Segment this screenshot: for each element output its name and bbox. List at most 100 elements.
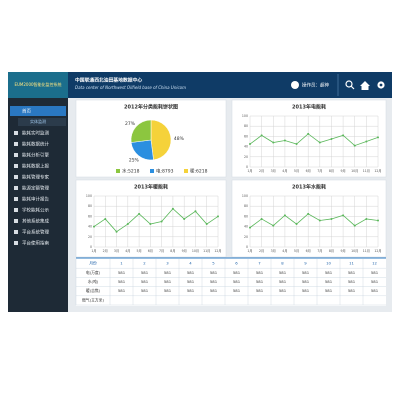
header-title: 中国联通西北油田基地数据中心 [75,77,142,84]
search-icon[interactable] [345,80,355,90]
point [260,134,263,137]
nav-item[interactable]: 能耗分析引擎 [22,152,49,159]
x-tick-label: 4月 [282,249,287,253]
nav-item[interactable]: 能源定额管理 [22,185,49,192]
chart-title: 2013年暖能耗 [134,184,168,191]
x-tick-label: 11月 [363,169,370,173]
y-tick-label: 0 [246,165,248,169]
point [272,141,275,144]
table-cell: 581 [371,270,379,275]
x-tick-label: 5月 [294,169,299,173]
nav-item[interactable]: 能耗数据统计 [22,141,49,148]
table-cell: 581 [302,288,310,293]
table-cell: 581 [279,288,287,293]
nav-item[interactable]: 能耗审计报告 [22,196,49,203]
table-header-cell: 12 [372,261,377,266]
user-icon[interactable] [291,81,299,89]
chart-panel [231,99,387,178]
x-tick-label: 8月 [329,169,334,173]
nav-bullet[interactable] [14,230,18,234]
nav-bullet[interactable] [14,175,18,179]
nav-active[interactable] [10,106,66,116]
nav-item[interactable]: 首页 [22,108,31,115]
line-series [249,133,379,147]
data-table: 月份 1 2 3 4 5 6 7 8 9 10 11 12电(万度) 581 581 581 581 581 581… [75,257,386,306]
table-cell: 581 [210,270,218,275]
table-header-cell: 7 [258,261,261,266]
nav-bullet[interactable] [14,208,18,212]
x-tick-label: 1月 [91,249,96,253]
home-icon[interactable] [360,81,370,90]
point [318,219,321,222]
x-tick-label: 5月 [294,249,299,253]
table-cell: 581 [233,288,241,293]
table-header-cell: 5 [212,261,215,266]
table-cell: 581 [279,270,287,275]
y-tick-label: 60 [244,134,248,138]
settings-icon[interactable] [377,81,385,89]
y-tick-label: 80 [244,204,248,208]
table-header-cell: 月份 [89,261,97,266]
point [272,224,275,227]
nav-sub-item[interactable]: 实体监测 [30,118,46,124]
nav-bullet[interactable] [14,142,18,146]
nav-bullet[interactable] [14,219,18,223]
nav-bullet[interactable] [14,197,18,201]
user-name: 操作员：超神 [302,82,329,89]
table-cell: 581 [371,288,379,293]
nav-item[interactable]: 能耗管理专家 [22,174,49,181]
table-cell: 581 [118,279,126,284]
nav-bullet[interactable] [14,241,18,245]
nav-bullet[interactable] [14,153,18,157]
point [126,223,129,226]
nav-item[interactable]: 平台系统管理 [22,229,49,236]
nav-item[interactable]: 学校能耗公示 [22,207,49,214]
x-tick-label: 8月 [170,249,175,253]
nav-bullet[interactable] [14,164,18,168]
x-tick-label: 10月 [192,249,199,253]
nav-bullet[interactable] [14,131,18,135]
legend-label: 水:5218 [122,168,140,175]
x-tick-label: 7月 [159,249,164,253]
nav-item[interactable]: 平台使用指南 [22,240,49,247]
point [283,139,286,142]
table-cell: 581 [141,279,149,284]
table-cell: 581 [164,270,172,275]
point [377,136,379,139]
pie-slice [150,119,172,161]
table-cell: 581 [187,270,195,275]
table-cell: 581 [371,279,379,284]
x-tick-label: 7月 [317,249,322,253]
x-tick-label: 4月 [282,169,287,173]
table-cell: 581 [279,279,287,284]
point [138,212,141,215]
x-tick-label: 4月 [125,249,130,253]
table-cell: 581 [164,279,172,284]
table-cell: 581 [348,270,356,275]
x-tick-label: 11月 [203,249,210,253]
point [115,230,118,233]
slice-label: 48% [174,136,185,142]
nav-bullet[interactable] [14,186,18,190]
point [93,225,95,228]
nav-item[interactable]: 其他系统集成 [22,218,49,225]
point [194,210,197,213]
table-cell: 581 [348,288,356,293]
y-tick-label: 0 [246,245,248,249]
point [353,224,356,227]
x-tick-label: 10月 [351,169,358,173]
nav-sub[interactable] [18,118,66,126]
point [365,217,368,220]
nav-item[interactable]: 能耗实时监测 [22,130,49,137]
table-cell: 581 [187,279,195,284]
x-tick-label: 12月 [374,249,381,253]
chart-panel [75,179,227,258]
table-header-cell: 9 [304,261,307,266]
nav-item[interactable]: 能耗数据上报 [22,163,49,170]
x-tick-label: 7月 [317,169,322,173]
point [342,214,345,217]
y-tick-label: 40 [244,145,248,149]
x-tick-label: 11月 [363,249,370,253]
x-tick-label: 12月 [374,169,381,173]
table-cell: 581 [302,279,310,284]
